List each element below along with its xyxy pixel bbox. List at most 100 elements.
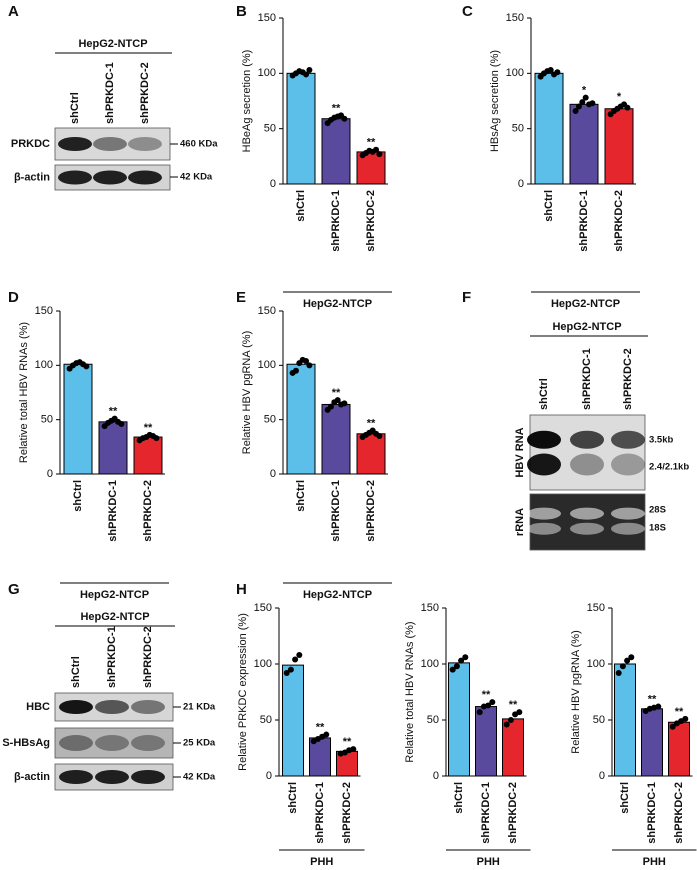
blot-band	[611, 430, 645, 449]
blot-band	[59, 700, 93, 714]
bar	[448, 662, 470, 777]
data-point	[589, 100, 596, 107]
x-tick-label: shPRKDC-1	[578, 190, 590, 252]
bar	[282, 664, 304, 777]
panel-letter: A	[8, 3, 19, 20]
blot-band	[570, 453, 604, 476]
y-tick-label: 100	[35, 359, 53, 371]
data-point	[628, 654, 635, 661]
data-point	[516, 709, 523, 716]
blot-band	[93, 137, 127, 151]
significance: **	[509, 699, 518, 711]
panel-letter: H	[236, 581, 247, 598]
x-axis-label: PHH	[477, 856, 500, 868]
bar	[356, 433, 386, 475]
x-tick-label: shCtrl	[287, 782, 299, 814]
size-label: 2.4/2.1kb	[649, 462, 689, 473]
y-tick-label: 0	[518, 178, 524, 190]
x-tick-label: shPRKDC-2	[673, 782, 685, 844]
data-point	[334, 397, 341, 404]
x-tick-label: shPRKDC-1	[330, 480, 342, 542]
blot-image	[54, 727, 174, 759]
y-axis-label: HBsAg secretion (%)	[489, 50, 501, 152]
data-point	[682, 715, 689, 722]
x-axis-label: HepG2-NTCP	[303, 298, 372, 310]
lane-label: shPRKDC-1	[106, 626, 118, 688]
y-axis-label: HBeAg secretion (%)	[241, 50, 253, 153]
blot-header: HepG2-NTCP	[78, 38, 147, 50]
y-tick-label: 0	[599, 770, 605, 782]
data-point	[83, 363, 90, 370]
bar	[569, 103, 599, 185]
bar	[604, 108, 634, 185]
blot-image	[529, 414, 646, 491]
row-label: rRNA	[514, 508, 526, 536]
blot-band	[527, 430, 561, 449]
significance: **	[367, 137, 376, 149]
lane-label: shCtrl	[538, 378, 550, 410]
lane-label: shPRKDC-1	[104, 62, 116, 124]
blot-band	[611, 453, 645, 476]
x-tick-label: shPRKDC-2	[341, 782, 353, 844]
y-tick-label: 50	[427, 714, 439, 726]
x-tick-label: shPRKDC-1	[107, 480, 119, 542]
data-point	[287, 666, 294, 673]
y-axis-label: Relative PRKDC expression (%)	[237, 613, 249, 771]
blot-header: HepG2-NTCP	[552, 321, 621, 333]
data-point	[341, 400, 348, 407]
data-point	[554, 69, 561, 76]
y-tick-label: 100	[258, 359, 276, 371]
x-tick-label: shPRKDC-2	[613, 190, 625, 252]
bar	[502, 718, 524, 777]
bar	[668, 721, 690, 777]
significance: **	[332, 102, 341, 114]
data-point	[669, 723, 676, 730]
data-point	[283, 669, 290, 676]
x-tick-label: shPRKDC-2	[365, 190, 377, 252]
panel-letter: F	[462, 289, 471, 306]
data-point	[303, 71, 310, 78]
y-axis-label: Relative total HBV RNAs (%)	[18, 322, 30, 463]
data-point	[327, 403, 334, 410]
y-axis-label: Relative HBV pgRNA (%)	[241, 331, 253, 455]
blot-band	[611, 522, 645, 535]
bar	[475, 706, 497, 777]
bar	[286, 72, 316, 185]
panel-letter: G	[8, 581, 20, 598]
blot-image	[529, 493, 646, 551]
size-label: 21 KDa	[183, 702, 216, 713]
significance: **	[332, 387, 341, 399]
blot-band	[95, 770, 129, 784]
x-axis-label: PHH	[310, 856, 333, 868]
bar	[641, 708, 663, 777]
x-tick-label: shPRKDC-2	[142, 480, 154, 542]
data-point	[350, 746, 357, 753]
y-axis-label: Relative total HBV RNAs (%)	[404, 621, 416, 762]
bar	[534, 72, 564, 185]
blot-band	[570, 430, 604, 449]
y-tick-label: 100	[421, 658, 439, 670]
data-point	[462, 654, 469, 661]
bar	[321, 403, 351, 475]
row-label: HBC	[26, 701, 50, 713]
data-point	[624, 104, 631, 111]
blot-band	[611, 507, 645, 520]
data-point	[153, 435, 160, 442]
y-tick-label: 0	[47, 468, 53, 480]
row-label: PRKDC	[11, 138, 50, 150]
data-point	[619, 663, 626, 670]
y-tick-label: 50	[512, 123, 524, 135]
data-point	[118, 421, 125, 428]
data-point	[453, 663, 460, 670]
blot-band	[95, 735, 129, 751]
row-label: β-actin	[14, 171, 50, 183]
size-label: 42 KDa	[180, 172, 213, 183]
data-point	[624, 657, 631, 664]
blot-band	[59, 735, 93, 751]
x-tick-label: shPRKDC-1	[646, 782, 658, 844]
blot-band	[58, 170, 92, 185]
size-label: 460 KDa	[180, 139, 218, 150]
significance: *	[582, 85, 587, 97]
significance: **	[648, 693, 657, 705]
significance: *	[617, 91, 622, 103]
